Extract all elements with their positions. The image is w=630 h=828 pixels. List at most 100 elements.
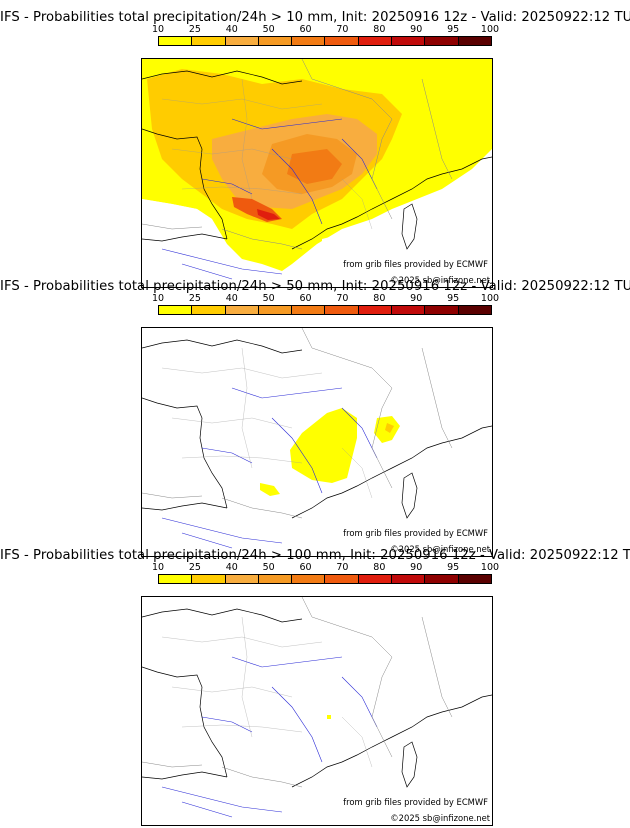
color-legend: 10 25 40 50 60 70 80 90 95 100 [151, 293, 499, 318]
legend-label: 10 [151, 562, 165, 573]
legend-swatch [192, 37, 226, 45]
corsica-island [401, 741, 418, 788]
legend-label: 60 [299, 293, 312, 304]
sea-area [142, 199, 212, 254]
legend-label: 40 [225, 24, 238, 35]
legend-swatch [325, 575, 359, 583]
legend-label: 25 [188, 562, 201, 573]
legend-swatch [192, 575, 226, 583]
panel-title: IFS - Probabilities total precipitation/… [0, 548, 630, 563]
copyright: ©2025 sb@infizone.net [390, 544, 490, 554]
sea-area [322, 199, 492, 287]
legend-swatch [292, 575, 326, 583]
legend-bar [158, 36, 492, 46]
legend-label: 80 [373, 293, 386, 304]
legend-swatch [325, 37, 359, 45]
probability-map: from grib files provided by ECMWF ©2025 … [141, 596, 493, 826]
legend-labels: 10 25 40 50 60 70 80 90 95 100 [151, 562, 499, 573]
region-boundaries [161, 347, 373, 499]
legend-labels: 10 25 40 50 60 70 80 90 95 100 [151, 293, 499, 304]
color-legend: 10 25 40 50 60 70 80 90 95 100 [151, 24, 499, 49]
legend-bar [158, 574, 492, 584]
legend-swatch [225, 575, 259, 583]
data-credit: from grib files provided by ECMWF [343, 528, 488, 538]
legend-swatch [258, 575, 293, 583]
legend-label: 80 [373, 562, 386, 573]
legend-label: 95 [447, 293, 460, 304]
map-graphic [142, 59, 492, 287]
legend-label: 40 [225, 562, 238, 573]
map-graphic [142, 328, 492, 549]
legend-label: 60 [299, 562, 312, 573]
legend-label: 100 [480, 562, 500, 573]
legend-swatch [458, 37, 491, 45]
data-credit: from grib files provided by ECMWF [343, 797, 488, 807]
prob-60-zone [287, 149, 342, 184]
coastline [142, 339, 492, 519]
legend-swatch [392, 37, 426, 45]
legend-label: 90 [410, 562, 423, 573]
legend-swatch [292, 37, 326, 45]
legend-bar [158, 305, 492, 315]
legend-swatch [292, 306, 326, 314]
probability-map: from grib files provided by ECMWF ©2025 … [141, 58, 493, 288]
prob-10-zone [290, 408, 357, 483]
legend-label: 50 [262, 293, 275, 304]
coastline [142, 608, 492, 788]
legend-label: 100 [480, 24, 500, 35]
region-boundaries [161, 616, 373, 768]
legend-swatch [458, 306, 491, 314]
legend-swatch [258, 37, 293, 45]
legend-label: 80 [373, 24, 386, 35]
legend-labels: 10 25 40 50 60 70 80 90 95 100 [151, 24, 499, 35]
copyright: ©2025 sb@infizone.net [390, 813, 490, 823]
legend-swatch [225, 306, 259, 314]
legend-swatch [392, 575, 426, 583]
legend-label: 90 [410, 24, 423, 35]
legend-swatch [425, 306, 459, 314]
color-legend: 10 25 40 50 60 70 80 90 95 100 [151, 562, 499, 587]
legend-swatch [358, 37, 393, 45]
panel-title: IFS - Probabilities total precipitation/… [0, 279, 630, 294]
legend-swatch [159, 37, 193, 45]
legend-label: 70 [336, 24, 349, 35]
legend-label: 70 [336, 293, 349, 304]
legend-swatch [358, 575, 393, 583]
legend-label: 50 [262, 24, 275, 35]
coastline [142, 70, 492, 250]
legend-swatch [425, 575, 459, 583]
legend-swatch [192, 306, 226, 314]
corsica-island [401, 203, 418, 250]
probability-map: from grib files provided by ECMWF ©2025 … [141, 327, 493, 557]
legend-swatch [159, 575, 193, 583]
border [142, 328, 453, 519]
legend-label: 95 [447, 562, 460, 573]
panel-title: IFS - Probabilities total precipitation/… [0, 10, 630, 25]
copyright: ©2025 sb@infizone.net [390, 275, 490, 285]
region-boundaries [161, 78, 373, 230]
border [142, 59, 453, 250]
legend-label: 100 [480, 293, 500, 304]
legend-label: 70 [336, 562, 349, 573]
legend-swatch [159, 306, 193, 314]
legend-label: 60 [299, 24, 312, 35]
prob-25-zone [385, 423, 394, 433]
legend-label: 10 [151, 24, 165, 35]
border [142, 597, 453, 788]
panel-10mm: IFS - Probabilities total precipitation/… [0, 10, 630, 288]
data-credit: from grib files provided by ECMWF [343, 259, 488, 269]
prob-80-zone [257, 209, 280, 220]
legend-label: 90 [410, 293, 423, 304]
legend-swatch [392, 306, 426, 314]
legend-swatch [458, 575, 491, 583]
prob-10-zone [260, 483, 280, 496]
legend-label: 40 [225, 293, 238, 304]
legend-label: 10 [151, 293, 165, 304]
legend-swatch [225, 37, 259, 45]
legend-label: 25 [188, 293, 201, 304]
river [161, 387, 378, 549]
legend-swatch [425, 37, 459, 45]
legend-swatch [358, 306, 393, 314]
legend-swatch [325, 306, 359, 314]
legend-swatch [258, 306, 293, 314]
